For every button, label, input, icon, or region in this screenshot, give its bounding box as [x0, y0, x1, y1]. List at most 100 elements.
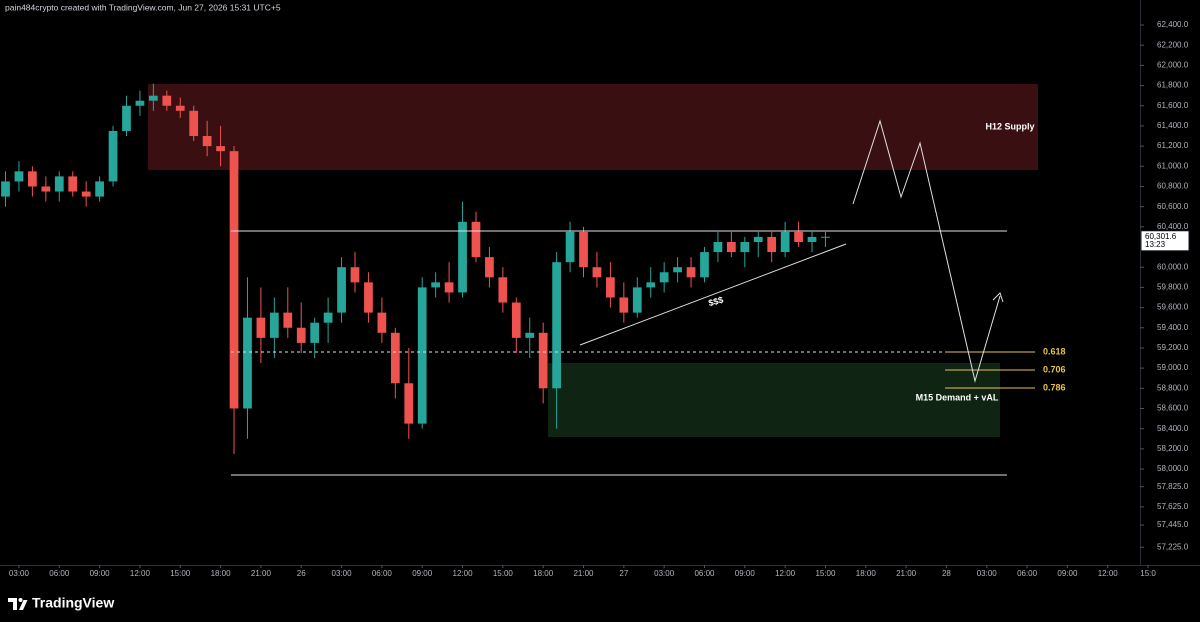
x-tick-label: 06:00 [49, 569, 70, 578]
candle-body [108, 130, 118, 182]
x-tick-label: 15:00 [493, 569, 514, 578]
candle-body [283, 312, 293, 328]
x-tick-label: 18:00 [533, 569, 554, 578]
candle-body [404, 383, 414, 424]
candle-body [458, 221, 467, 293]
axes: 62,400.0 62,200.0 62,000.0 61,800.0 61,600.0… [9, 20, 1190, 578]
candle-body [686, 267, 696, 278]
y-tick-label: 59,600.0 [1157, 303, 1189, 312]
candle-body [592, 267, 602, 278]
candle-body [471, 221, 481, 258]
brand-name: TradingView [32, 595, 114, 611]
y-tick-label: 62,000.0 [1157, 60, 1189, 69]
candle-body [794, 231, 803, 242]
x-tick-label: 28 [942, 569, 951, 578]
x-tick-label: 21:00 [573, 569, 594, 578]
candle-body [753, 236, 763, 242]
candle-body [337, 267, 346, 313]
footer [0, 588, 1200, 622]
candle-body [821, 236, 830, 238]
x-tick-label: 03:00 [9, 569, 30, 578]
candle-body [390, 332, 400, 384]
x-tick-label: 03:00 [654, 569, 675, 578]
candle-body [229, 151, 239, 409]
candle-body [485, 257, 494, 278]
y-tick-label: 58,000.0 [1157, 464, 1189, 473]
candle-body [122, 105, 131, 131]
candle-body [81, 191, 91, 197]
x-tick-label: 18:00 [856, 569, 877, 578]
x-tick-label: 09:00 [412, 569, 433, 578]
y-tick-label: 61,600.0 [1157, 101, 1189, 110]
candle-body [243, 317, 252, 409]
y-tick-label: 61,400.0 [1157, 121, 1189, 130]
candle-body [149, 95, 158, 101]
last-price-tag [1140, 230, 1190, 252]
x-tick-label: 03:00 [332, 569, 353, 578]
fib-label: 0.786 [1043, 382, 1066, 392]
y-tick-label: 61,800.0 [1157, 81, 1189, 90]
x-tick-label: 21:00 [896, 569, 917, 578]
y-tick-label: 59,200.0 [1157, 343, 1189, 352]
candle-body [269, 312, 279, 338]
candle-body [431, 282, 441, 288]
candle-body [95, 181, 104, 197]
candle-body [807, 236, 817, 242]
fib-label: 0.618 [1043, 346, 1066, 356]
x-tick-label: 21:00 [251, 569, 272, 578]
candle-body [175, 105, 185, 111]
y-tick-label: 57,225.0 [1157, 542, 1189, 551]
candle-body [619, 297, 629, 313]
x-tick-label: 06:00 [694, 569, 715, 578]
trend-line [579, 243, 847, 346]
candle-body [135, 100, 145, 106]
x-tick-label: 26 [297, 569, 306, 578]
candles [1, 83, 830, 454]
y-tick-label: 61,000.0 [1157, 161, 1189, 170]
y-tick-label: 57,825.0 [1157, 482, 1189, 491]
y-tick-label: 58,400.0 [1157, 424, 1189, 433]
candle-body [1, 181, 10, 197]
candle-body [189, 110, 199, 137]
candle-body [565, 231, 575, 263]
candle-body [700, 252, 709, 278]
y-tick-label: 57,445.0 [1157, 520, 1189, 529]
y-tick-label: 60,400.0 [1157, 222, 1189, 231]
candle-body [444, 282, 454, 293]
candle-body [68, 176, 78, 192]
candle-body [538, 332, 548, 389]
y-tick-label: 58,200.0 [1157, 444, 1189, 453]
candle-body [417, 287, 427, 424]
x-tick-label: 18:00 [211, 569, 232, 578]
candle-body [377, 312, 387, 333]
candle-body [511, 302, 521, 338]
x-tick-label: 03:00 [977, 569, 998, 578]
candle-body [727, 241, 736, 253]
candle-body [767, 236, 777, 253]
supply-zone [148, 84, 1038, 170]
header-text: pain484crypto created with TradingView.c… [5, 2, 281, 12]
candle-body [552, 262, 561, 389]
x-tick-label: 15:0 [1140, 569, 1156, 578]
candle-body [646, 282, 656, 288]
y-tick-label: 60,800.0 [1157, 182, 1189, 191]
y-tick-label: 61,200.0 [1157, 141, 1189, 150]
candle-body [579, 231, 588, 268]
y-tick-label: 62,400.0 [1157, 20, 1189, 29]
projection-arrowhead [992, 292, 1004, 303]
supply-label: H12 Supply [985, 121, 1034, 131]
x-tick-label: 15:00 [170, 569, 191, 578]
candle-body [659, 272, 669, 283]
x-tick-label: 09:00 [1057, 569, 1078, 578]
x-tick-label: 15:00 [815, 569, 836, 578]
fib-label: 0.706 [1043, 364, 1066, 374]
y-tick-label: 58,600.0 [1157, 404, 1189, 413]
x-tick-label: 12:00 [1098, 569, 1119, 578]
candle-body [216, 146, 225, 152]
candle-body [673, 267, 682, 273]
candle-body [713, 241, 723, 253]
liquidity-label: $$$ [707, 295, 724, 309]
